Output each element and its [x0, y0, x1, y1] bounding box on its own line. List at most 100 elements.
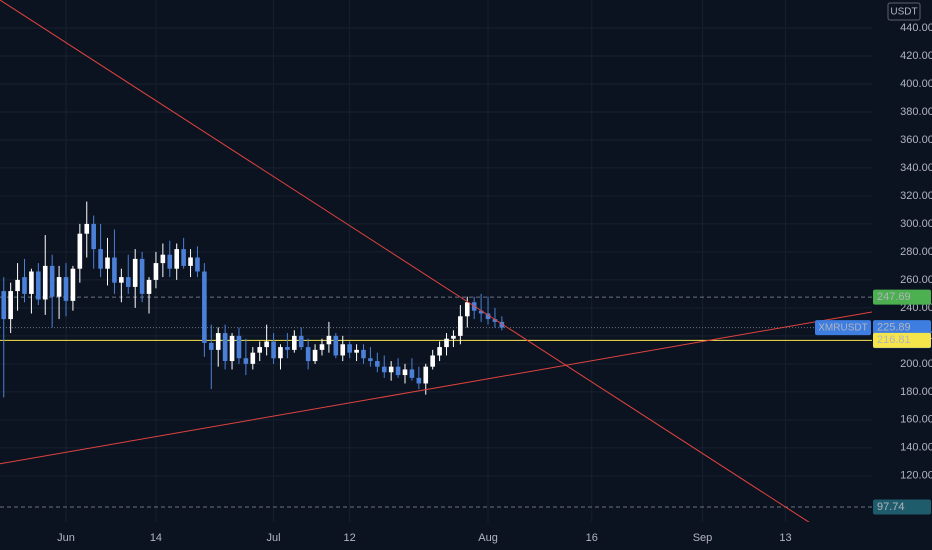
- candle-body: [409, 369, 415, 378]
- price-label: 216.81: [877, 334, 911, 346]
- candle-body: [430, 355, 435, 367]
- candle-body: [485, 313, 491, 320]
- candle-body: [451, 335, 456, 339]
- y-tick-label: 120.00: [900, 470, 932, 482]
- x-tick-label: Sep: [693, 532, 713, 544]
- candle-body: [298, 335, 304, 348]
- candle-body: [1, 291, 7, 320]
- y-tick-label: 140.00: [900, 442, 932, 454]
- candle-body: [375, 361, 380, 367]
- price-axis: 120.00140.00160.00180.00200.00220.00240.…: [57, 22, 932, 544]
- candle-body: [437, 347, 442, 356]
- candle-body: [8, 291, 13, 320]
- candle-body: [98, 249, 103, 269]
- candle-body: [464, 302, 470, 317]
- candle-body: [361, 349, 366, 359]
- x-tick-label: 16: [586, 532, 598, 544]
- candle-body: [319, 344, 325, 350]
- y-tick-label: 260.00: [900, 274, 932, 286]
- candle-body: [236, 335, 242, 359]
- candle-body: [49, 265, 55, 297]
- x-tick-label: 14: [150, 532, 162, 544]
- candle-body: [257, 347, 263, 353]
- x-tick-label: Jun: [57, 532, 75, 544]
- price-label-box: [873, 289, 931, 305]
- candle-body: [160, 254, 166, 264]
- candle-body: [381, 366, 387, 373]
- candle-body: [243, 358, 249, 364]
- candle-body: [132, 258, 138, 287]
- y-tick-label: 400.00: [900, 78, 932, 90]
- candle-body: [264, 341, 269, 348]
- y-tick-label: 300.00: [900, 218, 932, 230]
- y-tick-label: 180.00: [900, 386, 932, 398]
- candle-body: [119, 277, 124, 283]
- candle-body: [112, 257, 117, 283]
- candle-body: [305, 347, 311, 362]
- y-tick-label: 420.00: [900, 50, 932, 62]
- candle-body: [84, 223, 90, 234]
- trend-line: [0, 0, 810, 522]
- candle-body: [208, 342, 214, 350]
- y-tick-label: 320.00: [900, 190, 932, 202]
- candle-body: [125, 277, 131, 287]
- x-tick-label: 12: [344, 532, 356, 544]
- candle-body: [285, 347, 290, 350]
- candle-body: [188, 257, 193, 266]
- price-label: 247.69: [877, 291, 911, 303]
- currency-label: USDT: [890, 7, 917, 18]
- candle-body: [146, 279, 152, 294]
- candle-body: [368, 358, 373, 362]
- y-tick-label: 280.00: [900, 246, 932, 258]
- candle-body: [153, 263, 159, 280]
- price-label-box: [873, 332, 931, 348]
- candle-body: [478, 310, 484, 314]
- symbol-label-box: [815, 320, 871, 336]
- y-tick-label: 360.00: [900, 134, 932, 146]
- y-tick-label: 340.00: [900, 162, 932, 174]
- candle-body: [416, 377, 422, 384]
- candle-body: [105, 257, 110, 269]
- candle-body: [195, 257, 200, 272]
- candle-body: [229, 335, 235, 362]
- candle-body: [271, 341, 276, 359]
- candle-body: [91, 223, 96, 250]
- candle-body: [292, 335, 297, 350]
- candle-body: [499, 321, 505, 328]
- price-label-box: [873, 499, 931, 515]
- y-tick-label: 240.00: [900, 302, 932, 314]
- candle-body: [63, 277, 69, 301]
- candle-body: [388, 366, 394, 373]
- y-tick-label: 440.00: [900, 22, 932, 34]
- candle-body: [222, 333, 228, 362]
- candle-body: [77, 233, 83, 269]
- candle-body: [215, 333, 221, 350]
- x-tick-label: Aug: [478, 532, 498, 544]
- candle-body: [250, 352, 256, 364]
- price-label: 225.89: [877, 322, 911, 334]
- candle-body: [347, 344, 352, 353]
- candle-body: [15, 279, 20, 292]
- y-tick-label: 160.00: [900, 414, 932, 426]
- candle-body: [340, 344, 346, 356]
- candle-body: [312, 349, 318, 362]
- candle-body: [423, 366, 429, 384]
- candle-body: [333, 335, 339, 356]
- x-tick-label: Jul: [267, 532, 281, 544]
- x-tick-label: 13: [779, 532, 791, 544]
- candle-body: [458, 316, 463, 336]
- candle-body: [29, 271, 34, 294]
- y-tick-label: 380.00: [900, 106, 932, 118]
- price-label: 97.74: [877, 501, 905, 513]
- candle-body: [202, 271, 207, 343]
- candle-body: [42, 265, 48, 300]
- currency-box[interactable]: [887, 2, 921, 21]
- candle-body: [492, 319, 498, 322]
- candle-body: [402, 369, 408, 376]
- candle-body: [56, 277, 62, 297]
- candle-body: [326, 335, 332, 345]
- candle-body: [22, 277, 27, 294]
